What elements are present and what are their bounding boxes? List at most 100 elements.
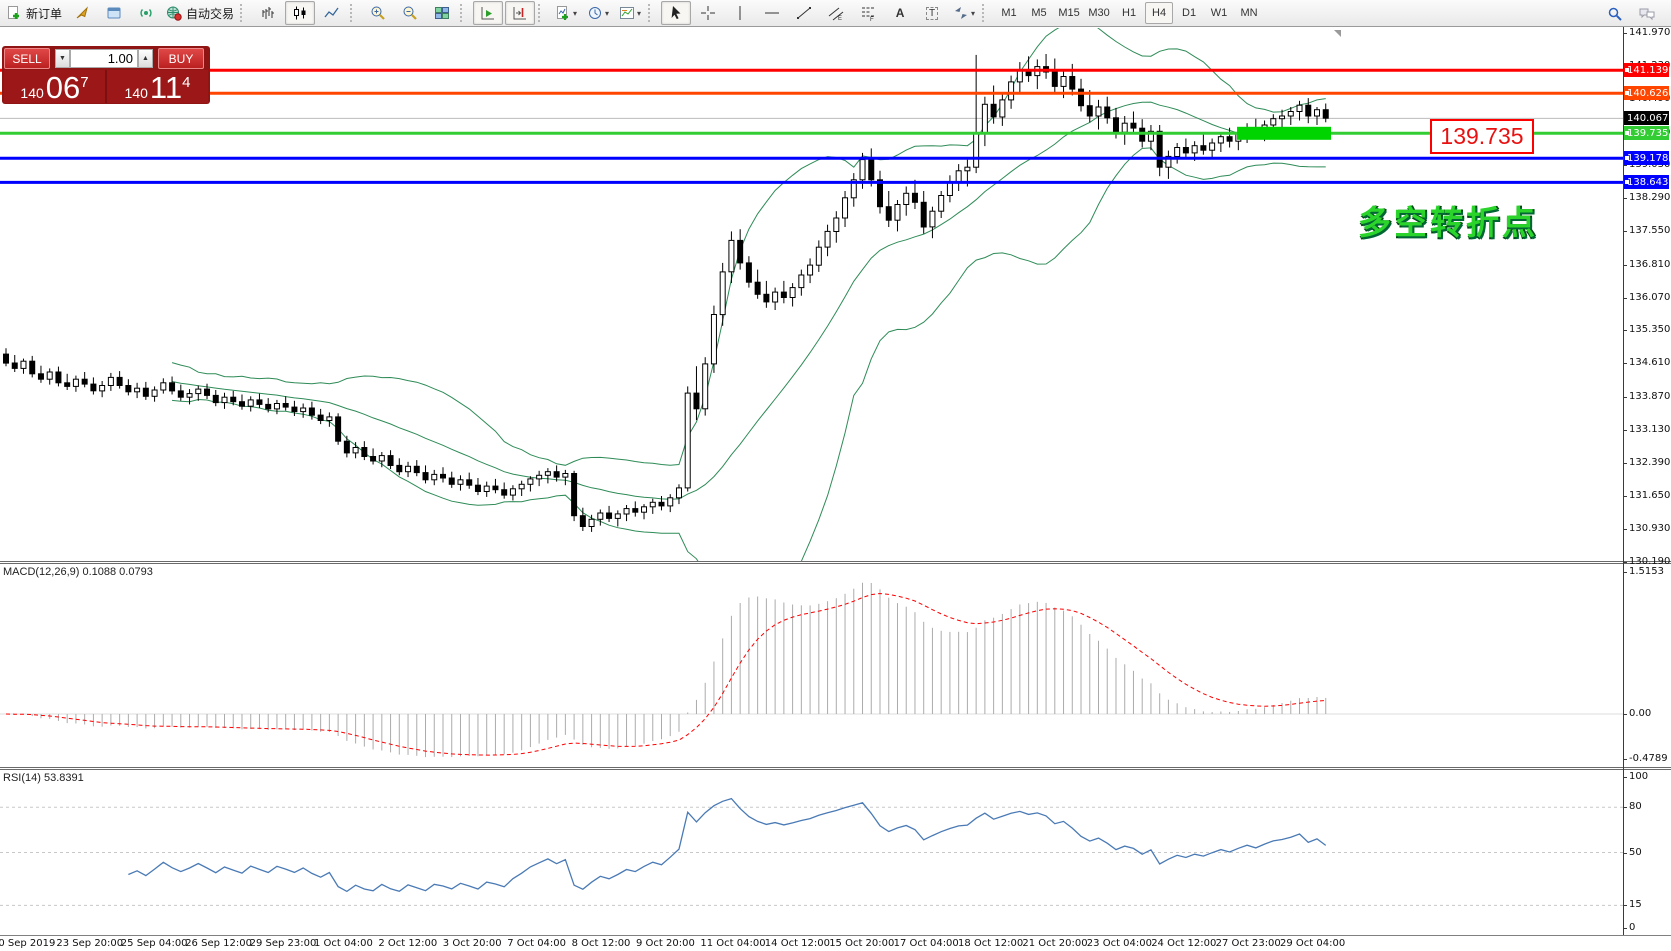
clock-icon bbox=[589, 7, 602, 19]
time-axis-label: 21 Oct 20:00 bbox=[1022, 938, 1088, 949]
buy-price-pip: 4 bbox=[182, 74, 191, 91]
timeframe-m5[interactable]: M5 bbox=[1031, 7, 1047, 19]
axis-tick-label: 141.970 bbox=[1629, 26, 1671, 38]
new-order-button[interactable]: 新订单 bbox=[3, 1, 65, 25]
timeframe-mn[interactable]: MN bbox=[1240, 7, 1258, 19]
timeframe-m30[interactable]: M30 bbox=[1088, 7, 1110, 19]
price-callout-box: 139.735 bbox=[1430, 119, 1534, 154]
buy-price-button[interactable]: 140 11 4 bbox=[107, 70, 208, 103]
time-axis-label: 26 Sep 12:00 bbox=[185, 938, 252, 949]
sell-button[interactable]: SELL bbox=[4, 48, 50, 69]
rsi-pane[interactable] bbox=[0, 770, 1623, 935]
tile-windows-button[interactable] bbox=[427, 1, 457, 25]
auto-scroll-icon bbox=[481, 7, 495, 20]
zoom-in-icon bbox=[371, 6, 385, 20]
bar-chart-icon bbox=[262, 7, 275, 19]
signals-icon bbox=[140, 9, 152, 17]
new-order-label: 新订单 bbox=[26, 6, 63, 21]
toolbar: 新订单 自动交易 bbox=[0, 0, 1671, 27]
mql-community-button[interactable] bbox=[67, 1, 97, 25]
crosshair-tool-button[interactable] bbox=[693, 1, 723, 25]
time-axis-label: 29 Sep 23:00 bbox=[249, 938, 317, 949]
price-line-badge: 138.643 bbox=[1624, 175, 1669, 190]
terminal-button[interactable] bbox=[99, 1, 129, 25]
arrow-shapes-icon bbox=[955, 7, 968, 19]
axis-tick-label: 137.550 bbox=[1629, 225, 1671, 237]
timeframe-m1[interactable]: M1 bbox=[1001, 7, 1017, 19]
equidistant-channel-icon: E bbox=[828, 7, 844, 21]
macd-label: MACD(12,26,9) 0.1088 0.0793 bbox=[3, 566, 153, 578]
fibonacci-icon: F bbox=[862, 7, 875, 21]
auto-scroll-button[interactable] bbox=[473, 1, 504, 25]
toolbar-right bbox=[1599, 2, 1663, 26]
sell-price-button[interactable]: 140 06 7 bbox=[4, 70, 107, 103]
price-chart-pane[interactable] bbox=[0, 28, 1623, 562]
candlestick-chart-button[interactable] bbox=[285, 1, 316, 25]
one-click-trading-panel: SELL ▼ ▲ BUY 140 06 7 140 11 4 bbox=[2, 46, 210, 104]
axis-tick-label: 135.350 bbox=[1629, 324, 1671, 336]
cursor-tool-button[interactable] bbox=[661, 1, 692, 25]
toolbar-grip[interactable] bbox=[982, 4, 990, 22]
timeframe-w1[interactable]: W1 bbox=[1210, 7, 1228, 19]
time-axis-label: 20 Sep 2019 bbox=[0, 938, 56, 949]
periods-button[interactable]: ▾ bbox=[583, 1, 613, 25]
signals-button[interactable] bbox=[131, 1, 161, 25]
toolbar-grip[interactable] bbox=[648, 4, 656, 22]
vertical-line-tool-button[interactable] bbox=[725, 1, 755, 25]
text-tool-button[interactable]: A bbox=[885, 1, 915, 25]
trendline-icon bbox=[797, 7, 812, 19]
zoom-in-button[interactable] bbox=[363, 1, 393, 25]
zoom-out-icon bbox=[403, 6, 417, 20]
volume-input[interactable] bbox=[70, 49, 138, 68]
sell-price-big: 06 bbox=[45, 70, 81, 105]
templates-button[interactable]: ▾ bbox=[615, 1, 645, 25]
axis-tick-label: 50 bbox=[1629, 846, 1642, 858]
text-label-tool-button[interactable]: T bbox=[917, 1, 947, 25]
chart-shift-button[interactable] bbox=[505, 1, 536, 25]
chat-button[interactable] bbox=[1632, 2, 1662, 26]
toolbar-grip[interactable] bbox=[460, 4, 468, 22]
chart-shift-marker[interactable] bbox=[1334, 30, 1341, 37]
timeframe-d1[interactable]: D1 bbox=[1182, 7, 1197, 19]
axis-tick-label: 141.230 bbox=[1629, 60, 1671, 72]
toolbar-grip[interactable] bbox=[350, 4, 358, 22]
axis-tick-label: 0.00 bbox=[1629, 708, 1652, 720]
chevron-down-icon: ▾ bbox=[637, 8, 642, 18]
macd-pane[interactable] bbox=[0, 564, 1623, 768]
pane-separator[interactable] bbox=[0, 561, 1671, 564]
fibonacci-tool-button[interactable]: F bbox=[853, 1, 883, 25]
bar-chart-button[interactable] bbox=[253, 1, 283, 25]
arrows-tool-button[interactable]: ▾ bbox=[949, 1, 979, 25]
zoom-out-button[interactable] bbox=[395, 1, 425, 25]
time-axis-label: 15 Oct 20:00 bbox=[829, 938, 895, 949]
trendline-tool-button[interactable] bbox=[789, 1, 819, 25]
channel-tool-button[interactable]: E bbox=[821, 1, 851, 25]
volume-decrease-button[interactable]: ▼ bbox=[55, 49, 70, 68]
timeframe-h1[interactable]: H1 bbox=[1122, 7, 1137, 19]
timeframe-h4[interactable]: H4 bbox=[1145, 2, 1174, 24]
search-button[interactable] bbox=[1600, 2, 1630, 26]
chevron-down-icon: ▾ bbox=[971, 8, 976, 18]
search-icon bbox=[1608, 7, 1622, 21]
horizontal-line-tool-button[interactable] bbox=[757, 1, 787, 25]
pane-separator[interactable] bbox=[0, 767, 1671, 770]
cursor-icon bbox=[671, 6, 681, 20]
rsi-label: RSI(14) 53.8391 bbox=[3, 772, 84, 784]
line-chart-button[interactable] bbox=[317, 1, 347, 25]
axis-tick-label: 130.930 bbox=[1629, 522, 1671, 534]
time-axis-label: 25 Sep 04:00 bbox=[120, 938, 188, 949]
crosshair-icon bbox=[701, 6, 716, 20]
toolbar-grip[interactable] bbox=[538, 4, 546, 22]
buy-button[interactable]: BUY bbox=[158, 48, 204, 69]
volume-increase-button[interactable]: ▲ bbox=[138, 49, 153, 68]
auto-trading-button[interactable]: 自动交易 bbox=[163, 1, 237, 25]
vertical-line-icon bbox=[739, 6, 741, 20]
timeframe-m15[interactable]: M15 bbox=[1058, 7, 1080, 19]
price-line-badge: 141.139 bbox=[1624, 63, 1669, 78]
price-line-badge: 140.626 bbox=[1624, 86, 1669, 101]
toolbar-grip[interactable] bbox=[240, 4, 248, 22]
time-axis-label: 24 Oct 12:00 bbox=[1151, 938, 1217, 949]
indicators-button[interactable]: ▾ bbox=[551, 1, 581, 25]
